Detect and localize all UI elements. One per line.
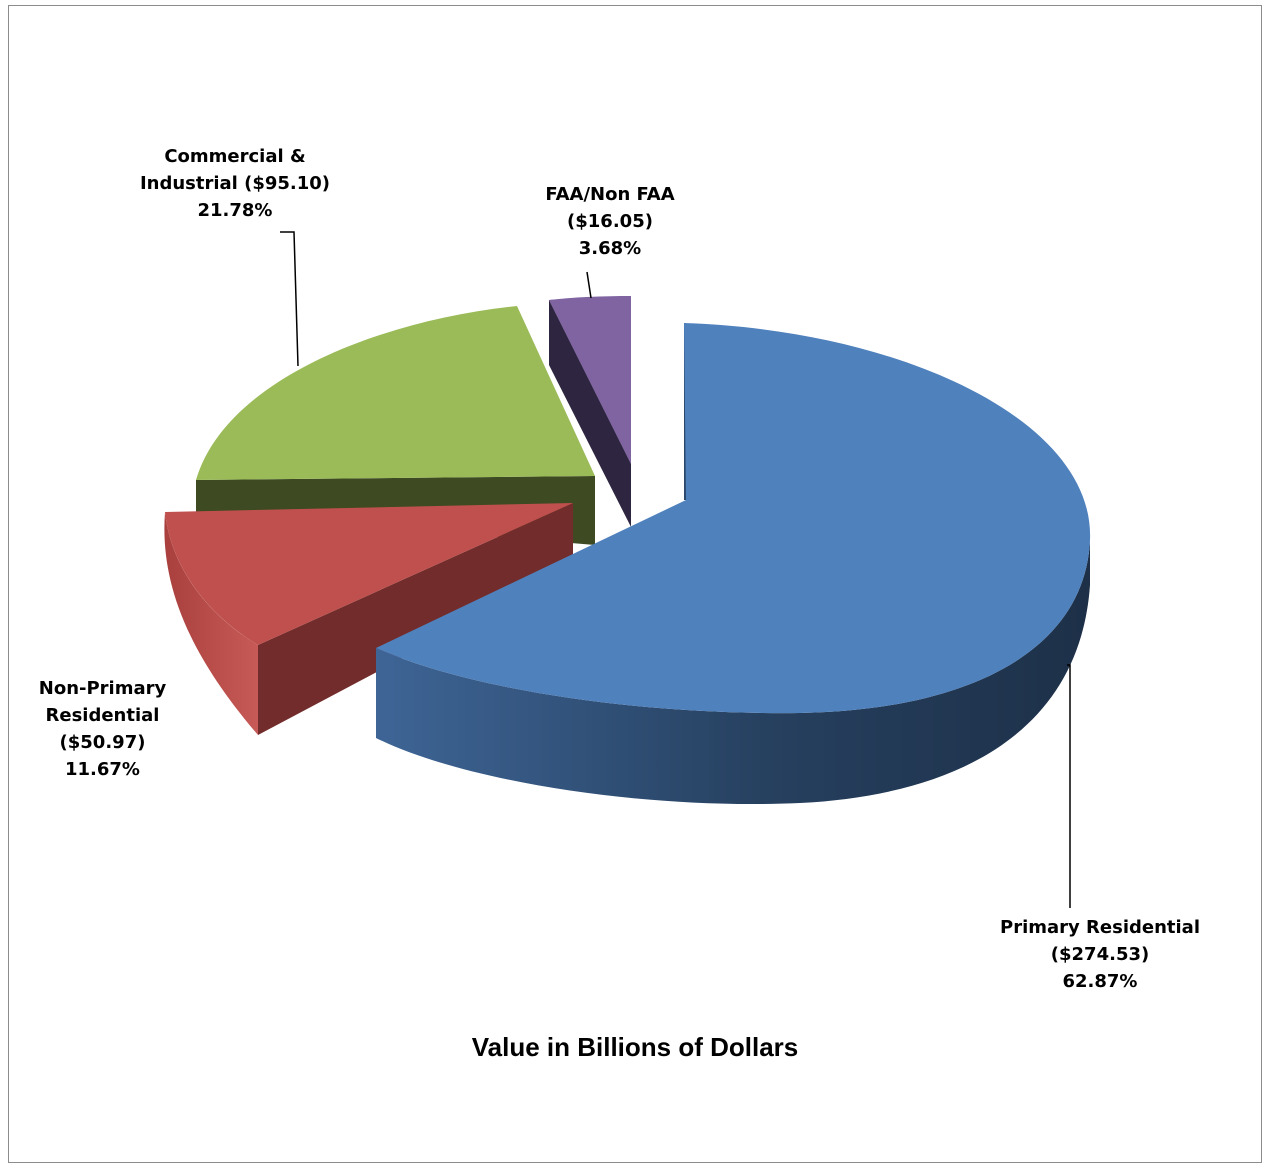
label-commercial-value: Industrial ($95.10) — [139, 173, 331, 194]
label-nonprimary-name2: Residential — [45, 705, 160, 726]
leader-line-faa — [586, 271, 592, 299]
label-primary-name: Primary Residential — [1000, 917, 1200, 938]
slice-commercial — [196, 306, 595, 480]
slice-nonprimary-side-outer — [164, 512, 258, 735]
label-primary: Primary Residential ($274.53) 62.87% — [985, 914, 1215, 995]
slice-nonprimary — [165, 503, 573, 645]
leader-line-primary — [1067, 664, 1071, 908]
label-faa-percent: 3.68% — [578, 238, 642, 259]
label-faa-value: ($16.05) — [567, 211, 653, 232]
label-commercial: Commercial & Industrial ($95.10) 21.78% — [130, 143, 340, 224]
label-commercial-percent: 21.78% — [197, 200, 273, 221]
label-nonprimary: Non-Primary Residential ($50.97) 11.67% — [20, 675, 185, 783]
slice-primary — [376, 323, 1091, 714]
label-nonprimary-name1: Non-Primary — [38, 678, 167, 699]
label-faa-name: FAA/Non FAA — [545, 184, 675, 205]
label-commercial-name: Commercial & — [164, 146, 306, 167]
slice-faa-side — [549, 300, 631, 527]
leader-line-commercial — [280, 231, 299, 367]
slice-faa — [549, 296, 631, 464]
label-primary-percent: 62.87% — [1062, 971, 1138, 992]
slice-nonprimary-side-cut — [258, 503, 573, 735]
label-nonprimary-percent: 11.67% — [65, 759, 140, 780]
label-nonprimary-value: ($50.97) — [59, 732, 146, 753]
chart-title: Value in Billions of Dollars — [471, 1032, 799, 1062]
label-primary-value: ($274.53) — [1050, 944, 1150, 965]
slice-primary-side — [376, 540, 1090, 805]
label-faa: FAA/Non FAA ($16.05) 3.68% — [520, 181, 700, 262]
